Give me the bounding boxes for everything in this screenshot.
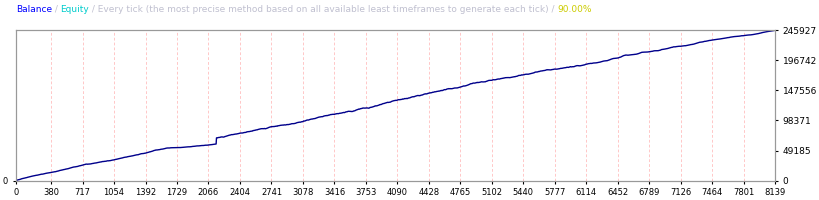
Text: / Every tick (the most precise method based on all available least timeframes to: / Every tick (the most precise method ba… [89,5,557,14]
Text: Balance: Balance [16,5,52,14]
Text: /: / [52,5,61,14]
Text: Equity: Equity [61,5,89,14]
Text: 90.00%: 90.00% [557,5,591,14]
